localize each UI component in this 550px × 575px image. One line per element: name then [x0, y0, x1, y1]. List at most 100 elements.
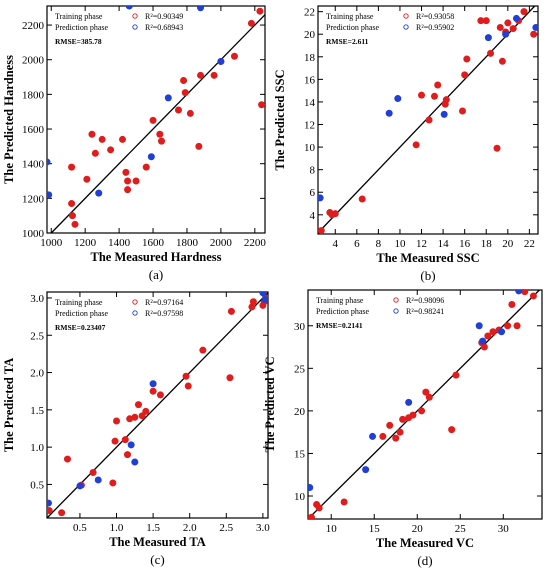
y-tick-label: 20 [304, 29, 316, 41]
prediction-point [394, 95, 402, 103]
training-point [197, 71, 205, 79]
panel-label: (a) [149, 267, 163, 282]
x-tick-label: 25 [455, 523, 467, 535]
training-point [480, 343, 488, 351]
y-tick-label: 1400 [22, 159, 45, 171]
x-tick-label: 1600 [142, 237, 165, 249]
prediction-point [318, 194, 324, 202]
training-point [315, 504, 323, 512]
prediction-point [47, 158, 51, 166]
training-point [418, 407, 426, 415]
legend-entry-stat: R²=0.98241 [406, 307, 444, 316]
plot-frame [46, 5, 266, 234]
training-point [111, 437, 119, 445]
y-axis-label: The Predicted TA [2, 358, 16, 452]
legend-marker [132, 24, 138, 30]
training-point [409, 411, 417, 419]
training-point [83, 175, 91, 183]
y-tick-label: 1600 [22, 124, 45, 136]
y-tick-label: 25 [294, 363, 306, 375]
training-point [132, 177, 140, 185]
training-point [425, 393, 433, 401]
training-point [452, 371, 460, 379]
legend-entry-label: Prediction phase [55, 309, 109, 318]
legend-entry-label: Training phase [55, 12, 103, 21]
y-tick-label: 30 [294, 321, 306, 333]
training-point [258, 101, 265, 109]
legend-entry-label: Prediction phase [316, 307, 370, 316]
x-tick-label: 10 [394, 238, 406, 250]
training-point [47, 507, 53, 515]
y-axis-label: The Predicted SSC [273, 69, 287, 170]
training-point [493, 144, 501, 152]
x-tick-label: 2.5 [219, 522, 233, 534]
x-tick-label: 14 [438, 238, 450, 250]
y-tick-label: 1800 [22, 89, 45, 101]
x-tick-label: 20 [412, 523, 424, 535]
x-tick-label: 2000 [210, 237, 233, 249]
training-point [195, 142, 203, 150]
training-point [504, 19, 512, 27]
legend-entry-stat: R²=0.97164 [145, 298, 183, 307]
training-point [425, 116, 433, 124]
chart-panel-1: 1000 1200 1400 1600 1800 2000 2200 1000 1200 1400… [2, 5, 266, 282]
y-tick-label: 1000 [22, 228, 45, 240]
y-tick-label: 10 [304, 142, 316, 154]
training-point [58, 509, 66, 517]
prediction-point [147, 153, 155, 161]
training-point [181, 89, 189, 97]
rmse-annotation: RMSE=385.78 [55, 37, 102, 46]
prediction-point [475, 322, 483, 330]
panel-label: (c) [150, 552, 164, 567]
training-point [422, 388, 430, 396]
x-axis-label: The Measured VC [376, 536, 474, 550]
x-tick-label: 30 [498, 523, 510, 535]
training-point [88, 130, 96, 138]
training-point [513, 322, 521, 330]
y-tick-label: 4 [310, 210, 316, 222]
training-point [308, 513, 315, 519]
training-point [418, 91, 426, 99]
training-point [459, 107, 467, 115]
prediction-point [308, 484, 314, 492]
training-point [430, 92, 438, 100]
prediction-point [149, 380, 157, 388]
chart-panel-2: 4 6 8 10 12 14 16 18 20 22 4 6 8 10 12 14 16 18 20 22 The Me… [273, 5, 539, 283]
y-tick-label: 10 [294, 491, 306, 503]
x-tick-label: 0.5 [73, 522, 87, 534]
prediction-point [369, 432, 377, 440]
rmse-annotation: RMSE=0.2141 [316, 321, 363, 330]
training-point [477, 17, 485, 25]
training-point [149, 387, 157, 395]
training-point [340, 498, 348, 506]
plot-frame [307, 289, 543, 520]
x-tick-label: 12 [416, 238, 427, 250]
training-point [210, 71, 218, 79]
y-tick-label: 22 [304, 7, 315, 19]
prediction-point [95, 189, 103, 197]
x-tick-label: 1.5 [146, 522, 160, 534]
training-point [109, 479, 117, 487]
training-point [131, 413, 139, 421]
training-point [504, 322, 512, 330]
training-point [98, 135, 106, 143]
training-point [530, 30, 538, 38]
training-point [63, 455, 71, 463]
y-tick-label: 2.5 [30, 330, 44, 342]
prediction-point [498, 328, 506, 336]
y-tick-label: 1.5 [30, 405, 44, 417]
training-point [184, 382, 192, 390]
training-point [256, 7, 264, 15]
prediction-point [125, 6, 133, 10]
prediction-point [261, 295, 268, 303]
y-tick-label: 2.0 [30, 368, 44, 380]
prediction-point [47, 499, 52, 507]
y-axis-label: The Predicted Hardness [2, 55, 16, 184]
training-point [442, 96, 450, 104]
training-point [520, 8, 528, 16]
training-point [496, 23, 504, 31]
training-point [249, 298, 257, 306]
prediction-point [259, 292, 267, 297]
x-tick-label: 1.0 [110, 522, 124, 534]
